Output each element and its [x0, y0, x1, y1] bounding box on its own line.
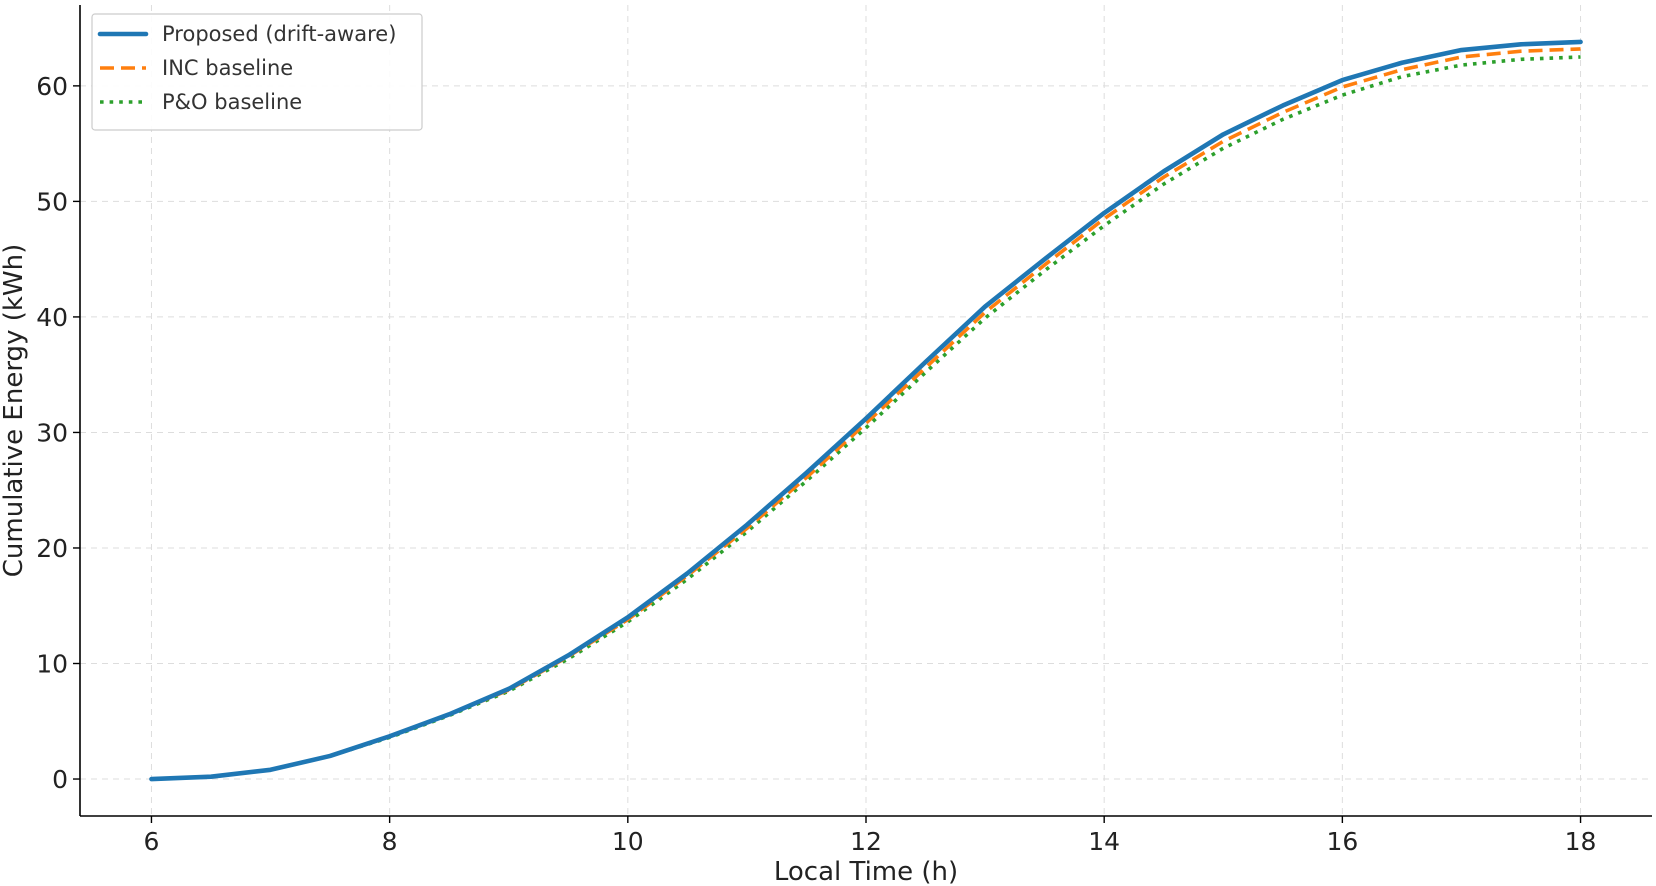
- y-tick-label: 50: [36, 187, 68, 216]
- x-tick-label: 8: [382, 827, 398, 856]
- ticks: 6 8 10 12 14 16 18 0 10 20 30 40 50 60: [36, 72, 1596, 856]
- legend-label-1: Proposed (drift-aware): [162, 22, 396, 46]
- y-axis-label: Cumulative Energy (kWh): [0, 244, 29, 577]
- x-tick-label: 16: [1326, 827, 1358, 856]
- series-layer: [149, 39, 1583, 782]
- x-tick-label: 6: [144, 827, 160, 856]
- y-tick-label: 10: [36, 650, 68, 679]
- y-tick-label: 30: [36, 418, 68, 447]
- y-tick-label: 20: [36, 534, 68, 563]
- legend-box: [91, 13, 423, 131]
- legend-label-3: P&O baseline: [162, 90, 302, 114]
- y-tick-label: 60: [36, 72, 68, 101]
- x-tick-label: 14: [1088, 827, 1120, 856]
- y-tick-label: 0: [52, 765, 68, 794]
- x-tick-label: 12: [850, 827, 882, 856]
- x-axis-label: Local Time (h): [774, 857, 958, 886]
- y-tick-label: 40: [36, 303, 68, 332]
- grid: [80, 5, 1652, 816]
- x-tick-label: 10: [612, 827, 644, 856]
- legend: Proposed (drift-aware) INC baseline P&O ba…: [91, 13, 423, 131]
- x-tick-label: 18: [1565, 827, 1597, 856]
- legend-label-2: INC baseline: [162, 56, 293, 80]
- series-line-1: [149, 39, 1583, 782]
